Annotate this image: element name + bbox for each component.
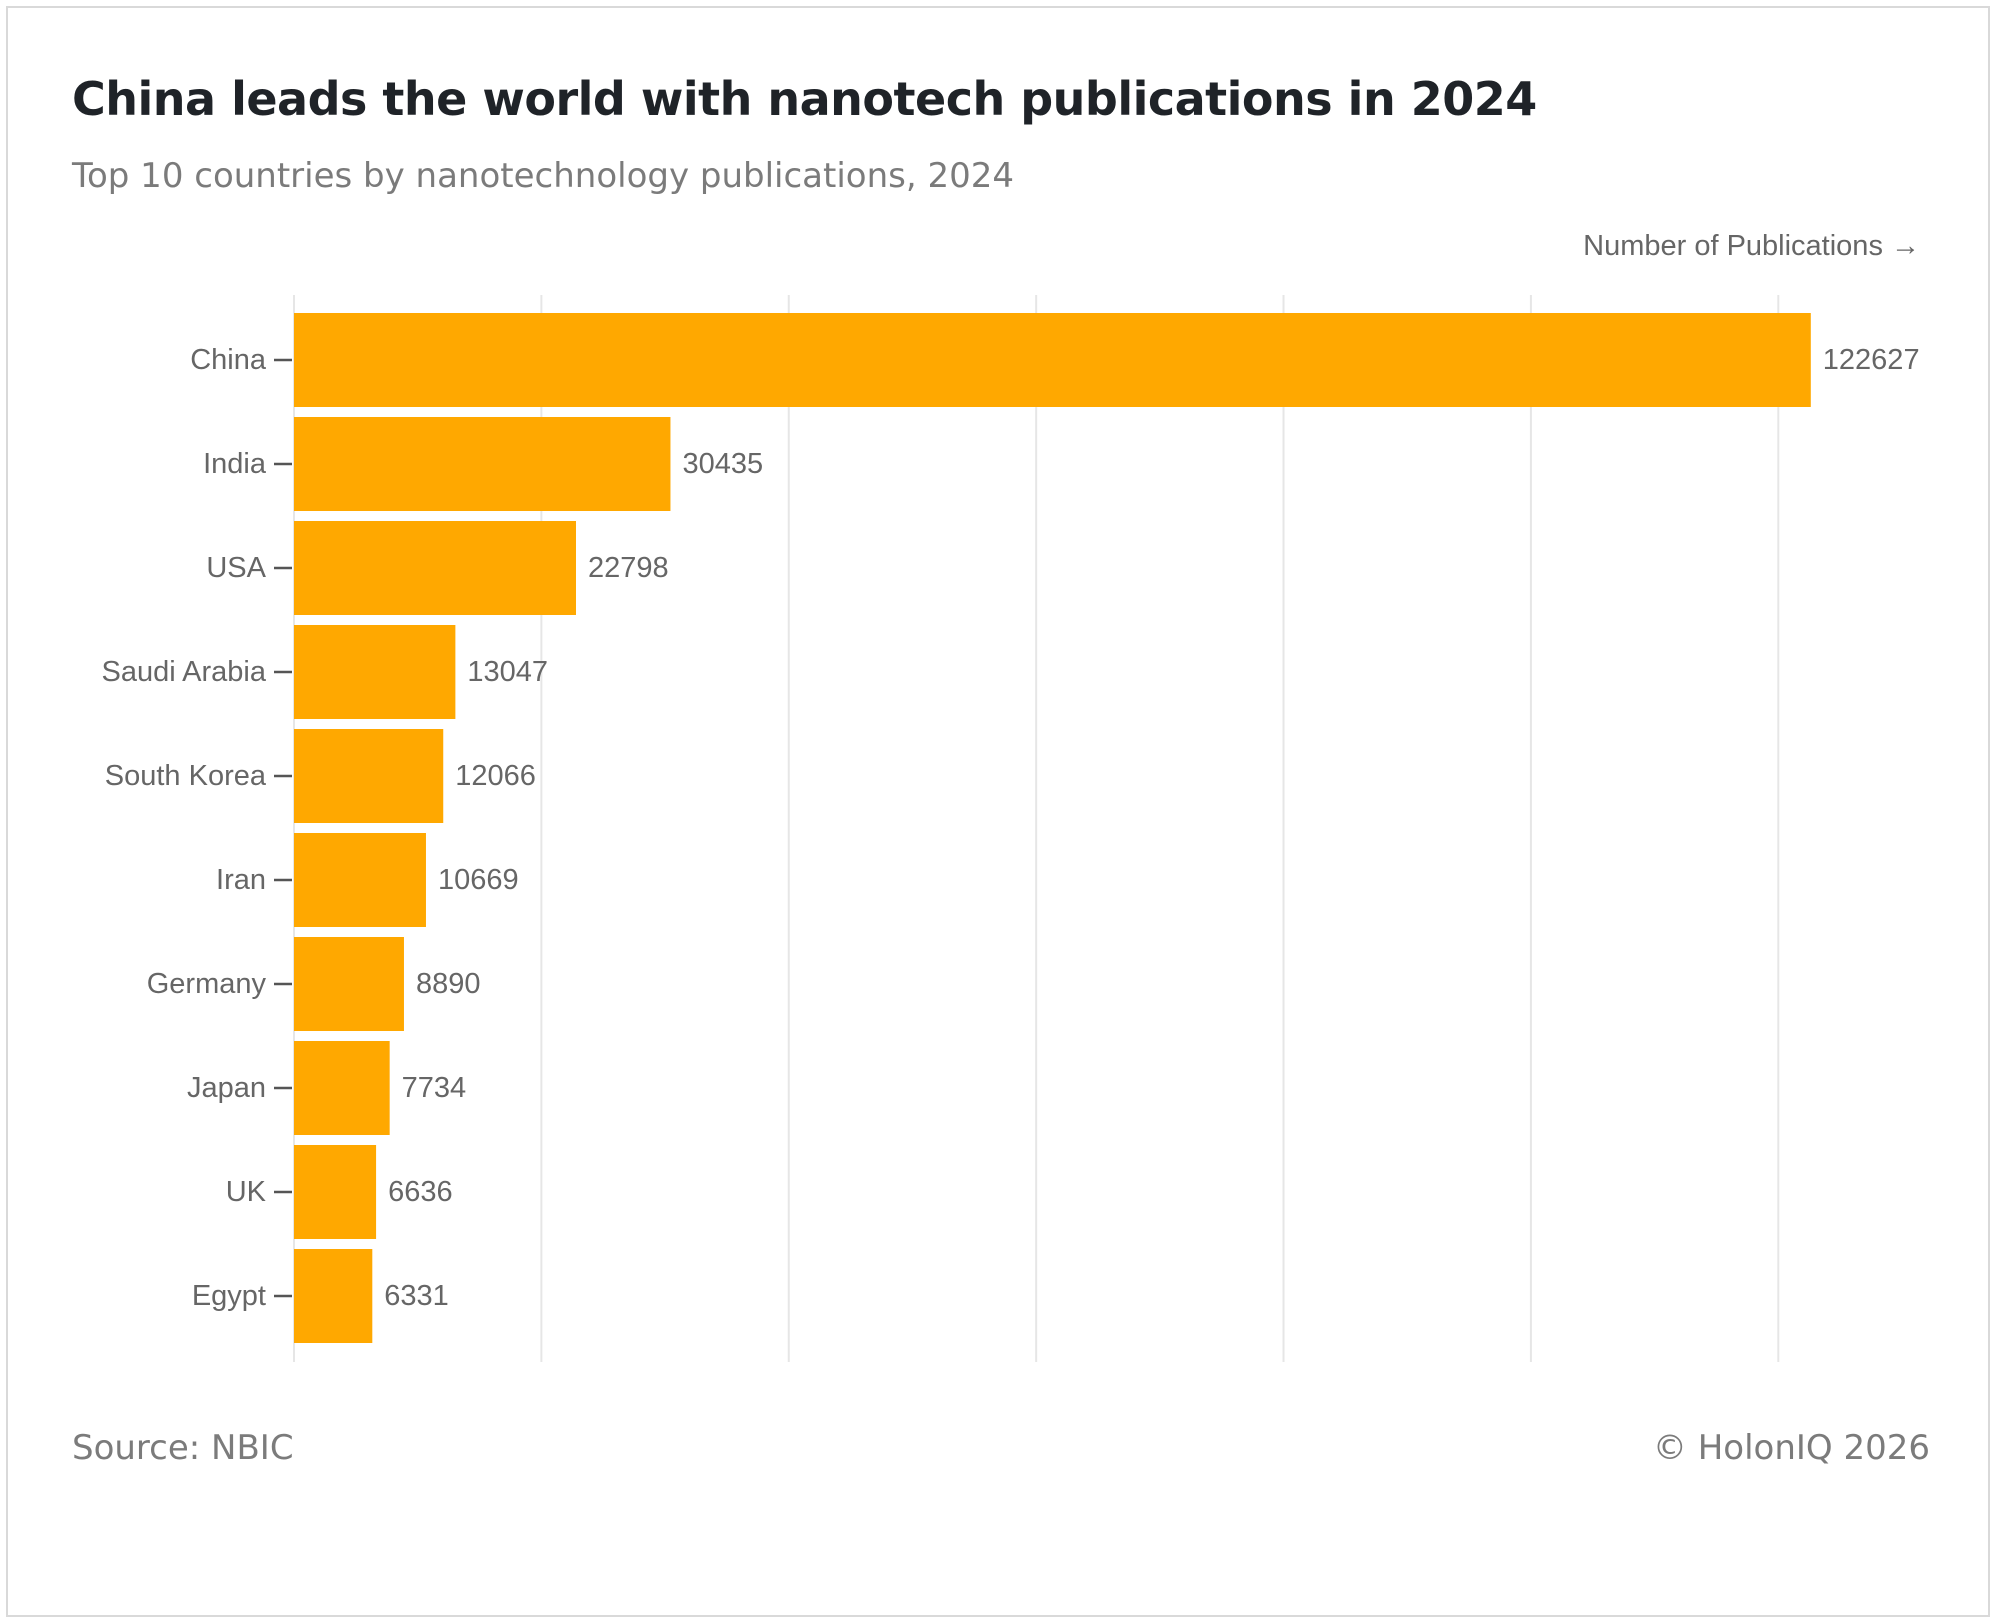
bar-saudi-arabia [294,625,456,719]
data-label: 7734 [402,1072,467,1104]
data-label: 8890 [416,968,481,1000]
bar-uk [294,1145,377,1239]
chart-title: China leads the world with nanotech publ… [72,72,1537,126]
data-label: 12066 [455,760,536,792]
y-tick-label: Saudi Arabia [102,656,267,688]
bar-china [294,313,1811,407]
bar-japan [294,1041,390,1135]
y-tick-label: India [203,448,267,480]
y-tick-label: Germany [147,968,267,1000]
y-tick-label: Iran [216,864,266,896]
data-label: 6636 [388,1176,453,1208]
data-label: 13047 [467,656,548,688]
data-label: 6331 [384,1280,449,1312]
bar-india [294,417,671,511]
data-label: 10669 [438,864,519,896]
label-layer: China 122627 India 30435 USA 22798 Saudi Arabi… [102,344,1920,1312]
copyright-note: © HolonIQ 2026 [1652,1428,1930,1468]
bar-layer [294,313,1811,1343]
data-label: 122627 [1823,344,1920,376]
bar-egypt [294,1249,373,1343]
bar-south-korea [294,729,444,823]
y-tick-label: China [190,344,267,376]
source-note: Source: NBIC [72,1428,294,1468]
bar-usa [294,521,576,615]
y-tick-label: Japan [187,1072,266,1104]
data-label: 30435 [682,448,763,480]
x-axis-title: Number of Publications → [1583,230,1920,262]
y-tick-label: South Korea [105,760,267,792]
y-tick-label: USA [206,552,266,584]
data-label: 22798 [588,552,669,584]
bar-germany [294,937,404,1031]
chart-subtitle: Top 10 countries by nanotechnology publi… [72,156,1015,196]
y-tick-label: UK [226,1176,267,1208]
y-tick-label: Egypt [192,1280,266,1312]
bar-iran [294,833,426,927]
